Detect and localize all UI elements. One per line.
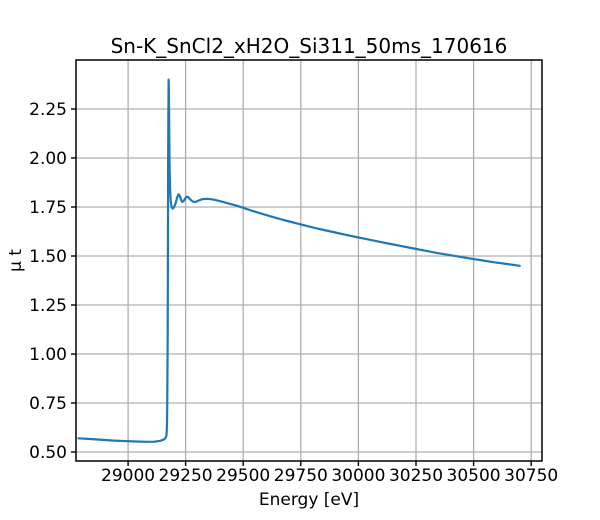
x-tick-label: 30250	[389, 466, 443, 486]
y-tick-label: 2.25	[29, 100, 67, 120]
x-tick-label: 29250	[159, 466, 213, 486]
x-axis-label: Energy [eV]	[259, 490, 359, 510]
y-axis-label: μ t	[6, 249, 26, 272]
spectrum-line	[77, 78, 521, 443]
y-tick-label: 1.75	[29, 198, 67, 218]
x-tick-label: 29750	[274, 466, 328, 486]
x-tick-label: 30500	[447, 466, 501, 486]
x-tick-label: 30000	[331, 466, 385, 486]
x-tick-label: 30750	[504, 466, 558, 486]
gridlines	[76, 60, 542, 461]
plot-border	[75, 59, 543, 462]
x-tick-label: 29500	[216, 466, 270, 486]
y-tick-label: 0.75	[29, 394, 67, 414]
tick-marks	[71, 108, 532, 466]
x-tick-labels: 29000 29250 29500 29750 30000 30250 30500 30750	[101, 466, 558, 486]
y-tick-label: 1.00	[29, 345, 67, 365]
chart-title: Sn-K_SnCl2_xH2O_Si311_50ms_170616	[111, 34, 508, 58]
y-tick-label: 0.50	[29, 443, 67, 463]
y-tick-labels: 0.50 0.75 1.00 1.25 1.50 1.75 2.00 2.25	[29, 100, 67, 463]
y-tick-label: 1.50	[29, 247, 67, 267]
x-tick-label: 29000	[101, 466, 155, 486]
y-tick-label: 2.00	[29, 149, 67, 169]
y-tick-label: 1.25	[29, 296, 67, 316]
